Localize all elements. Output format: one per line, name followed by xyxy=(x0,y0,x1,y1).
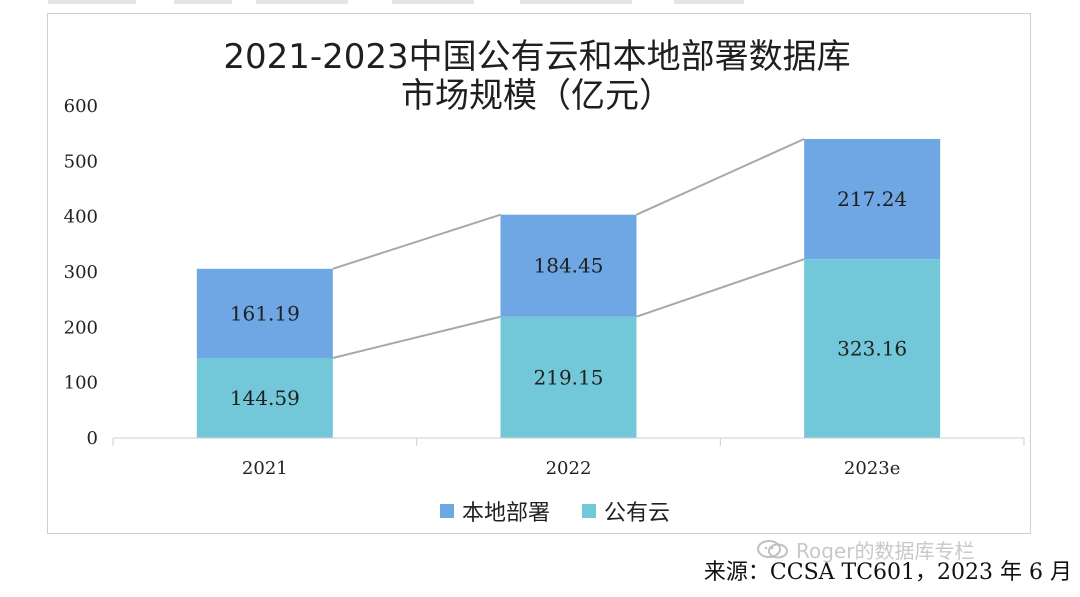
connector-lines xyxy=(332,138,805,359)
bar-label-cloud-2021: 144.59 xyxy=(230,386,300,410)
legend-label-local: 本地部署 xyxy=(462,501,550,526)
bar-label-cloud-2023e: 323.16 xyxy=(837,337,907,361)
bar-label-cloud-2022: 219.15 xyxy=(534,365,604,389)
chart-title-line-1: 2021-2023中国公有云和本地部署数据库 xyxy=(223,37,850,77)
x-tick-label: 2022 xyxy=(546,458,592,479)
bar-label-local-2022: 184.45 xyxy=(534,254,604,278)
legend-label-cloud: 公有云 xyxy=(604,501,670,526)
y-tick-label: 0 xyxy=(87,428,98,449)
connector-line-total-1 xyxy=(636,138,805,216)
wechat-icon xyxy=(757,540,788,559)
connector-line-total-0 xyxy=(332,213,501,270)
bar-value-labels: 144.59 161.19 219.15 184.45 323.16 217.24 xyxy=(230,187,907,410)
chart-title: 2021-2023中国公有云和本地部署数据库 市场规模（亿元） xyxy=(223,37,850,116)
bar-label-local-2021: 161.19 xyxy=(230,301,300,325)
y-axis: 0 100 200 300 400 500 600 xyxy=(64,96,98,449)
y-tick-label: 100 xyxy=(64,373,98,394)
legend-swatch-cloud xyxy=(582,504,596,518)
bar-local-2022 xyxy=(500,214,637,317)
x-tick-label: 2023e xyxy=(844,458,900,479)
bar-local-2021 xyxy=(196,268,333,358)
bars xyxy=(196,138,941,438)
chart-title-line-2: 市场规模（亿元） xyxy=(401,76,673,116)
cropped-text-fragment xyxy=(0,0,1080,4)
bar-cloud-2021 xyxy=(196,357,333,438)
source-note: 来源：CCSA TC601，2023 年 6 月 xyxy=(703,560,1072,585)
y-tick-label: 600 xyxy=(64,96,98,117)
watermark-text: Roger的数据库专栏 xyxy=(796,538,975,563)
y-tick-label: 300 xyxy=(64,262,98,283)
watermark: Roger的数据库专栏 xyxy=(756,535,974,563)
bar-local-2023e xyxy=(804,138,941,260)
x-axis: 2021 2022 2023e xyxy=(112,437,1025,479)
legend-swatch-local xyxy=(440,504,454,518)
connector-line-cloud-1 xyxy=(636,258,805,318)
bar-cloud-2022 xyxy=(500,316,637,438)
connector-line-cloud-0 xyxy=(332,315,501,359)
x-tick-label: 2021 xyxy=(242,458,288,479)
bar-label-local-2023e: 217.24 xyxy=(837,187,907,211)
y-tick-label: 400 xyxy=(64,207,98,228)
legend: 本地部署 公有云 xyxy=(440,501,670,526)
y-tick-label: 500 xyxy=(64,151,98,172)
y-tick-label: 200 xyxy=(64,317,98,338)
bar-cloud-2023e xyxy=(804,259,941,438)
